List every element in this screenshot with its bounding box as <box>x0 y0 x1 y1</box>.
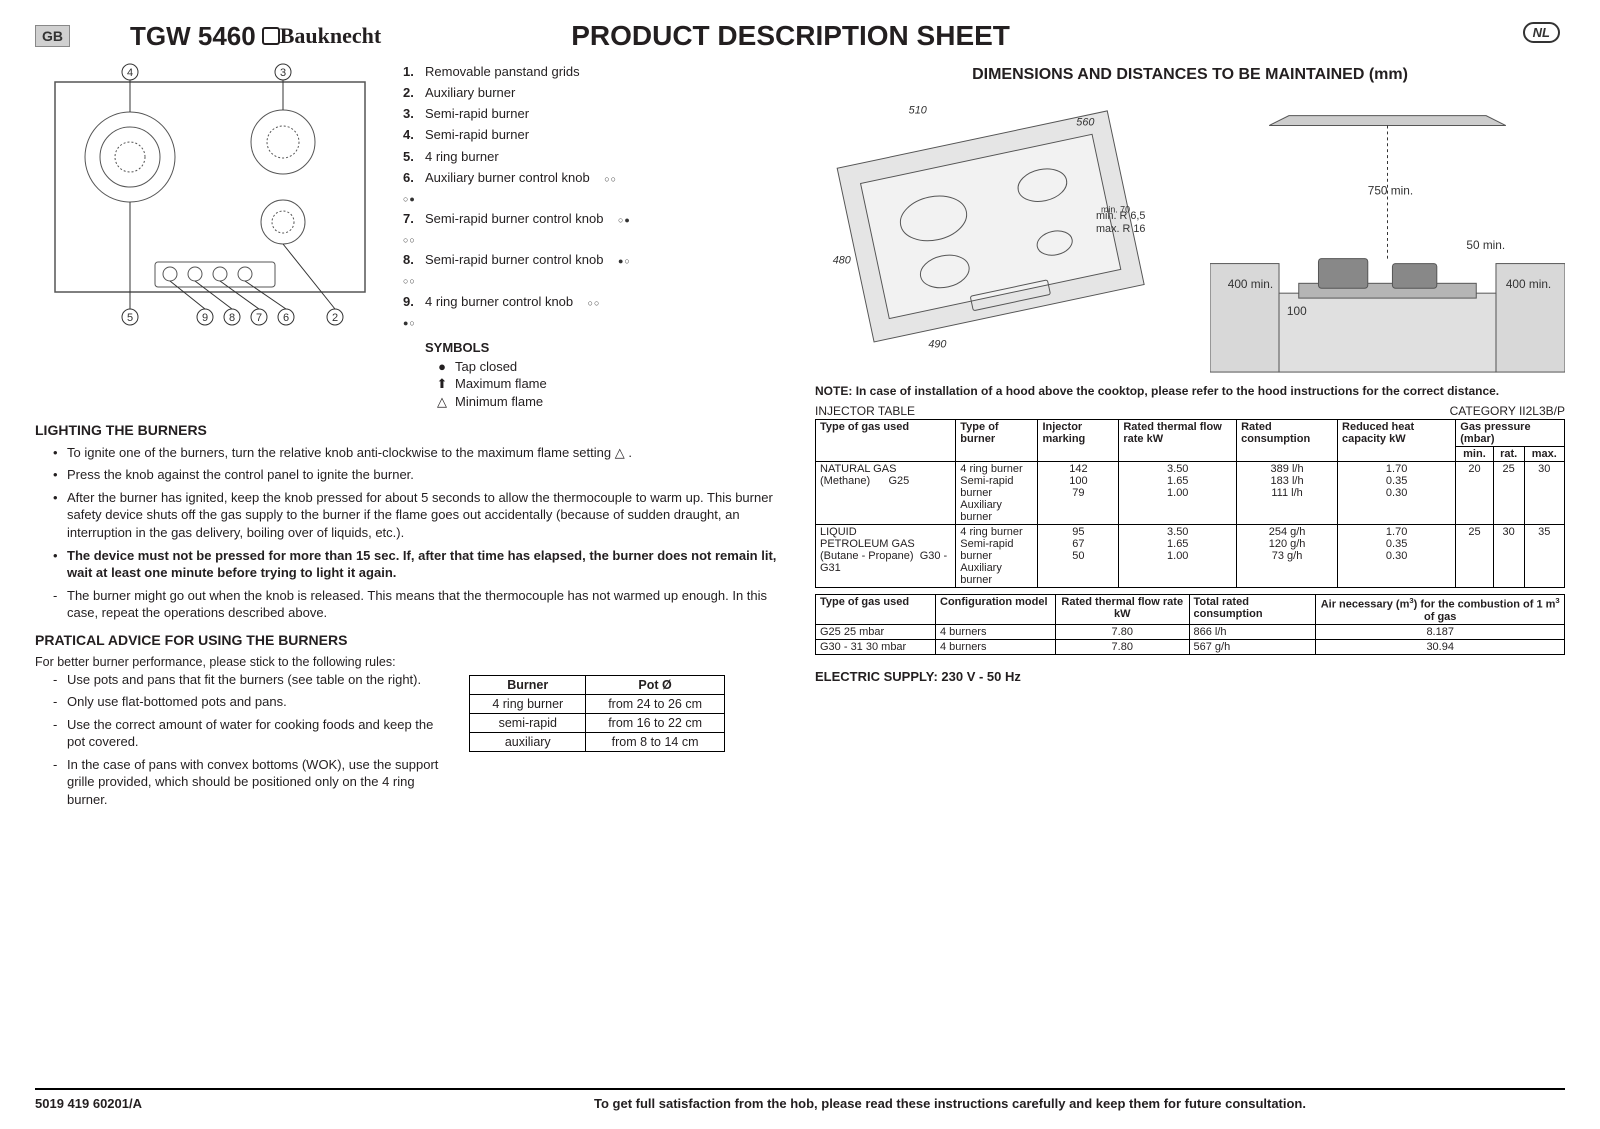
parts-list: 1.Removable panstand grids 2.Auxiliary b… <box>403 62 631 332</box>
dim-depth: 560 <box>1076 117 1094 129</box>
injector-row-natural: NATURAL GAS (Methane) G25 4 ring burner … <box>816 462 1565 525</box>
header: GB TGW 5460 Bauknecht PRODUCT DESCRIPTIO… <box>35 20 1565 52</box>
footer-message: To get full satisfaction from the hob, p… <box>335 1096 1565 1111</box>
svg-text:5: 5 <box>127 312 133 324</box>
gap-100: 100 <box>1287 304 1307 318</box>
symbols-heading: SYMBOLS <box>425 340 631 355</box>
model-number: TGW 5460 <box>130 21 256 52</box>
hood-clearance: 750 min. <box>1368 184 1413 198</box>
side-left: 400 min. <box>1228 277 1273 291</box>
lighting-note-list: The burner might go out when the knob is… <box>35 587 785 622</box>
svg-text:8: 8 <box>229 312 235 324</box>
practical-list: Use pots and pans that fit the burners (… <box>35 671 449 809</box>
hood-note: NOTE: In case of installation of a hood … <box>815 384 1565 398</box>
practical-heading: PRATICAL ADVICE FOR USING THE BURNERS <box>35 632 785 648</box>
footer: 5019 419 60201/A To get full satisfactio… <box>35 1088 1565 1111</box>
svg-text:9: 9 <box>202 312 208 324</box>
svg-text:3: 3 <box>280 67 286 79</box>
dim-cut-w: 490 <box>928 338 946 350</box>
injector-table: Type of gas used Type of burner Injector… <box>815 419 1565 588</box>
page-title: PRODUCT DESCRIPTION SHEET <box>571 20 1010 52</box>
lighting-heading: LIGHTING THE BURNERS <box>35 422 785 438</box>
cooktop-diagram: 4 3 5 2 9 8 7 6 <box>35 62 385 332</box>
brand-logo: Bauknecht <box>262 23 381 49</box>
lighting-list: To ignite one of the burners, turn the r… <box>35 444 785 582</box>
injector-caption: INJECTOR TABLE <box>815 404 915 418</box>
elevation-diagram: 750 min. 50 min. 400 min. 400 min. 100 <box>1210 94 1565 374</box>
plan-view-diagram: 510 560 490 480 min. R 6,5 max. R 16 min… <box>815 94 1170 374</box>
shelf-clearance: 50 min. <box>1466 238 1505 252</box>
svg-text:4: 4 <box>127 67 133 79</box>
side-right: 400 min. <box>1506 277 1551 291</box>
injector-row-lpg: LIQUID PETROLEUM GAS (Butane - Propane) … <box>816 525 1565 588</box>
svg-text:2: 2 <box>332 312 338 324</box>
pot-size-table: BurnerPot Ø 4 ring burnerfrom 24 to 26 c… <box>469 675 725 752</box>
configuration-table: Type of gas used Configuration model Rat… <box>815 594 1565 655</box>
dim-cut-d: 480 <box>833 255 851 267</box>
dimensions-heading: DIMENSIONS AND DISTANCES TO BE MAINTAINE… <box>815 66 1565 84</box>
part-number: 5019 419 60201/A <box>35 1096 335 1111</box>
practical-intro: For better burner performance, please st… <box>35 654 785 671</box>
country-badge: GB <box>35 25 70 47</box>
svg-text:6: 6 <box>283 312 289 324</box>
category-label: CATEGORY II2L3B/P <box>1450 404 1565 418</box>
svg-text:min. 70: min. 70 <box>1101 204 1130 214</box>
dim-max-r: max. R 16 <box>1096 223 1145 235</box>
electric-supply: ELECTRIC SUPPLY: 230 V - 50 Hz <box>815 669 1565 684</box>
svg-text:7: 7 <box>256 312 262 324</box>
language-badge-nl: NL <box>1523 22 1560 43</box>
dim-width: 510 <box>909 105 927 117</box>
